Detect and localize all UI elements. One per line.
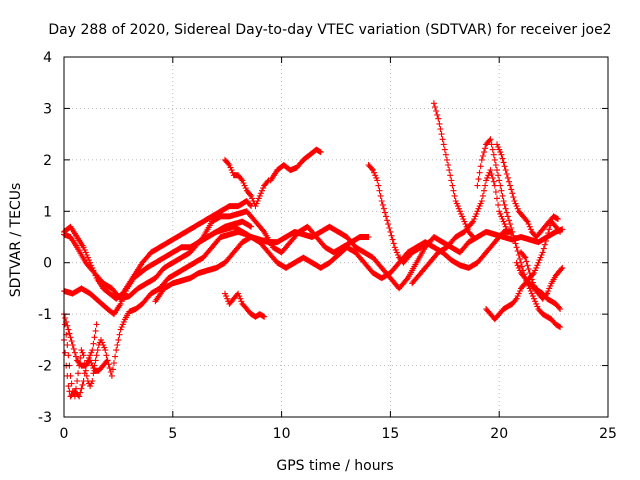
x-tick-label: 5 xyxy=(168,426,177,442)
y-tick-label: -2 xyxy=(38,359,52,375)
data-points xyxy=(61,100,566,400)
series-track-10 xyxy=(365,162,433,266)
plus-markers xyxy=(474,136,564,330)
plus-markers xyxy=(267,146,324,184)
series-track-11 xyxy=(409,167,511,287)
x-tick-label: 20 xyxy=(490,426,508,442)
y-tick-label: 4 xyxy=(43,50,52,66)
grid xyxy=(64,57,608,417)
series-track-16 xyxy=(513,259,566,302)
series-track-8 xyxy=(222,156,272,210)
plus-markers xyxy=(365,162,433,266)
series-track-17 xyxy=(518,249,564,312)
plus-markers xyxy=(222,156,272,210)
y-axis-title: SDTVAR / TECUs xyxy=(8,183,24,298)
tick-labels: 0 5 10 15 20 25 -3 -2 -1 0 1 2 3 4 xyxy=(38,50,617,442)
axis-ticks xyxy=(63,56,609,418)
plus-markers xyxy=(430,100,477,240)
plot-frame xyxy=(63,56,609,418)
series-track-13 xyxy=(474,136,564,330)
y-tick-label: -1 xyxy=(38,307,52,323)
series-track-5 xyxy=(152,228,516,305)
plus-markers xyxy=(152,228,516,305)
plus-markers xyxy=(513,259,566,302)
plus-markers xyxy=(518,249,564,312)
x-tick-label: 15 xyxy=(381,426,399,442)
y-tick-label: 3 xyxy=(43,101,52,117)
series-track-6 xyxy=(191,208,372,256)
y-tick-label: -3 xyxy=(38,410,52,426)
series-track-7 xyxy=(267,146,324,184)
x-tick-label: 10 xyxy=(273,426,291,442)
plus-markers xyxy=(409,167,511,287)
chart-title: Day 288 of 2020, Sidereal Day-to-day VTE… xyxy=(48,22,611,38)
series-track-12 xyxy=(430,100,477,240)
y-tick-label: 1 xyxy=(43,204,52,220)
plus-markers xyxy=(222,290,268,320)
x-tick-label: 0 xyxy=(60,426,69,442)
y-tick-label: 0 xyxy=(43,256,52,272)
x-tick-label: 25 xyxy=(599,426,617,442)
y-tick-label: 2 xyxy=(43,153,52,169)
x-axis-title: GPS time / hours xyxy=(276,458,393,474)
plus-markers xyxy=(191,208,372,256)
series-track-9 xyxy=(222,290,268,320)
